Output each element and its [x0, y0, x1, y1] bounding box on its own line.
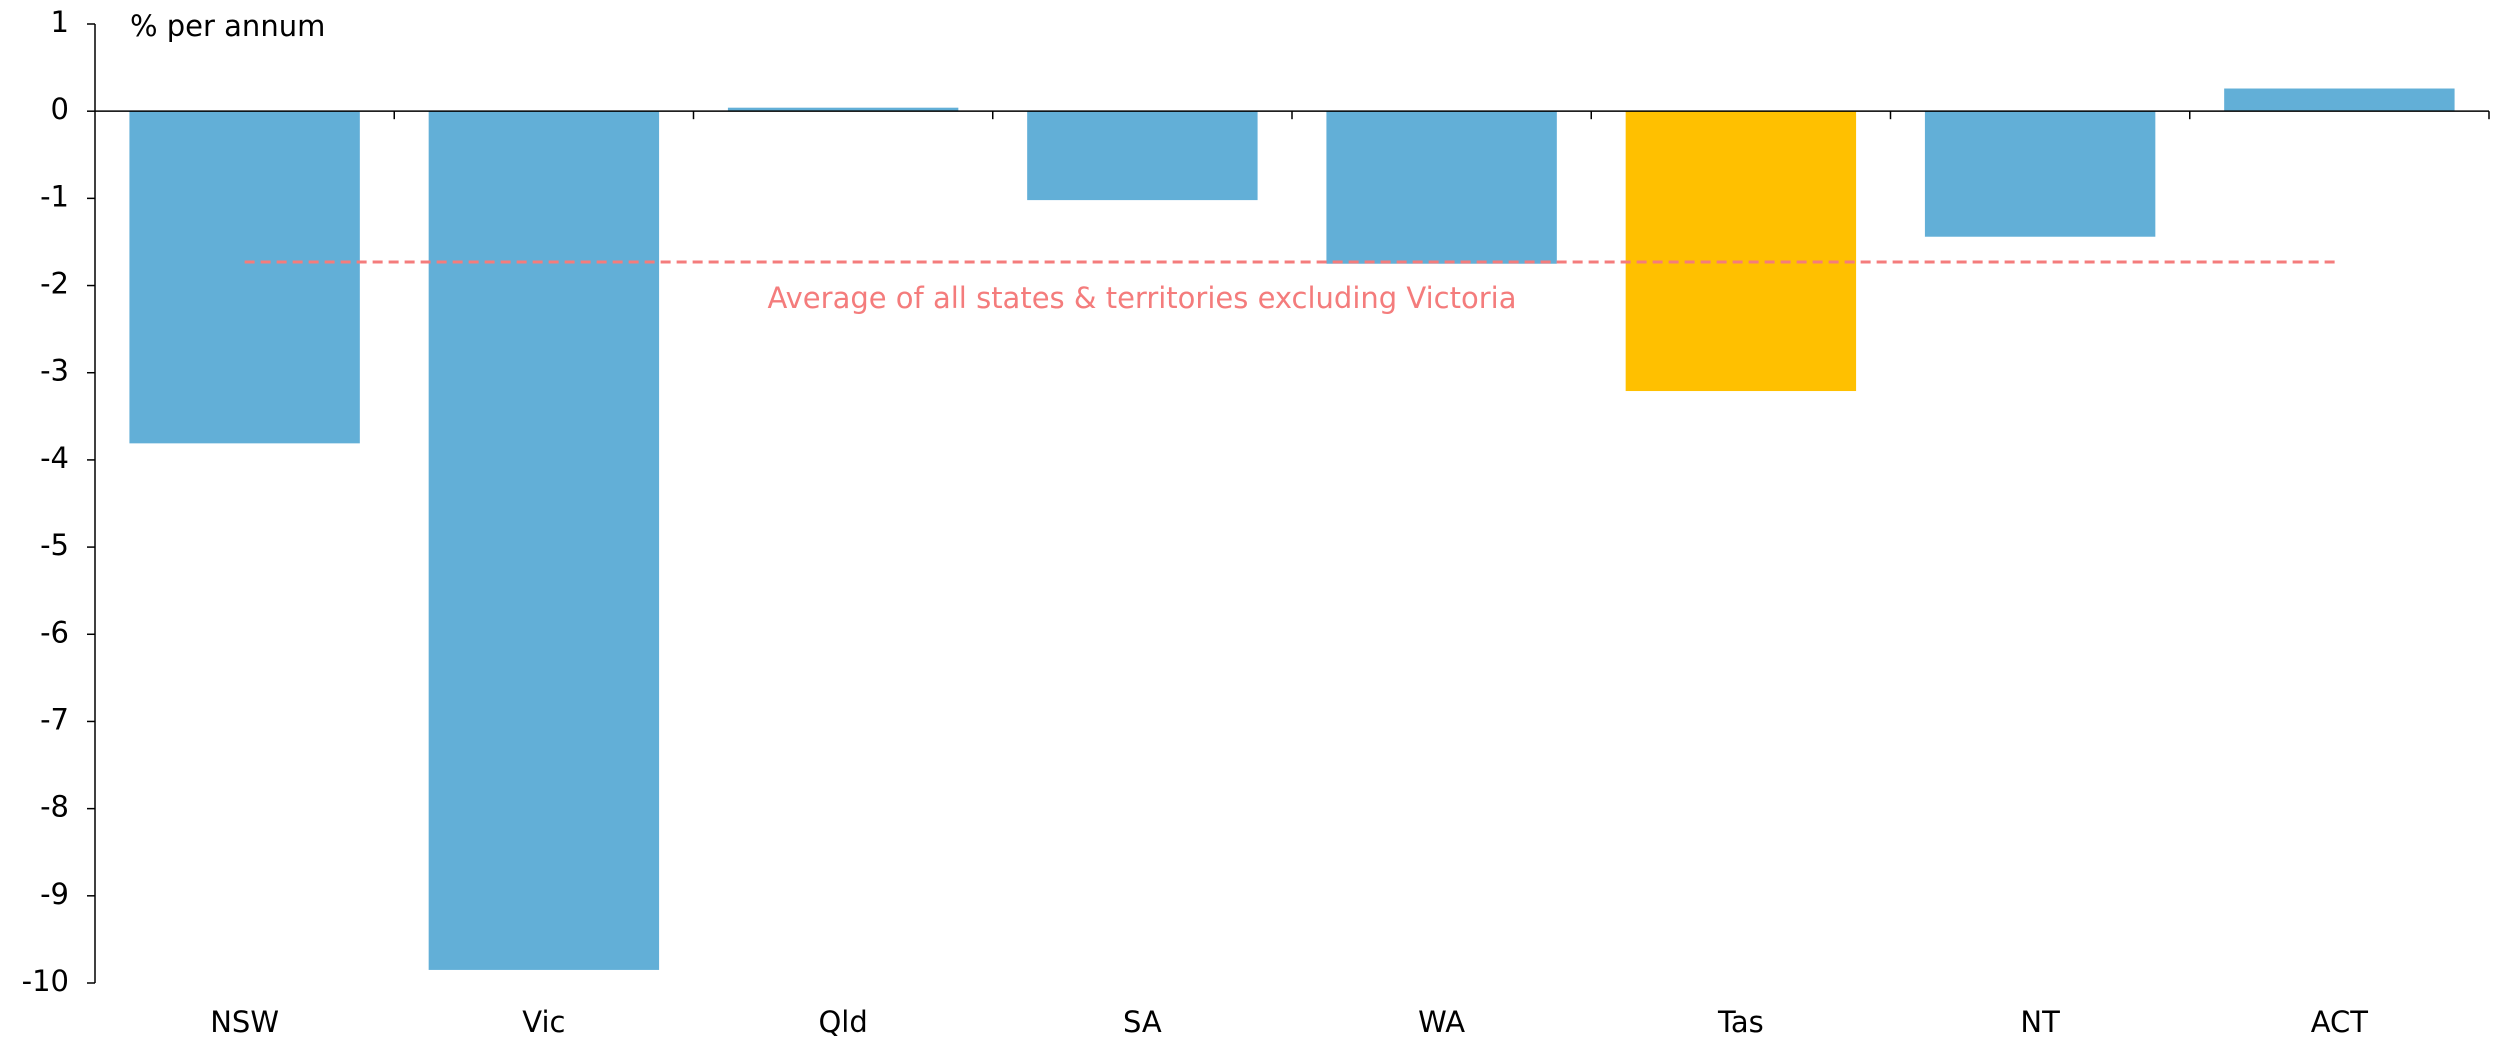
bar [428, 111, 660, 970]
bar [1625, 111, 1857, 392]
bar [1326, 111, 1557, 264]
y-tick-label: -3 [40, 354, 69, 388]
bar [1027, 111, 1258, 201]
y-tick-label: 1 [51, 5, 69, 39]
y-tick-label: -10 [22, 964, 69, 998]
y-tick-label: -2 [40, 267, 69, 301]
y-tick-label: -1 [40, 179, 69, 213]
bar [1924, 111, 2156, 237]
y-tick-label: -9 [40, 877, 69, 911]
y-tick-label: -8 [40, 790, 69, 824]
x-tick-label: SA [1123, 1005, 1162, 1039]
y-tick-label: -6 [40, 615, 69, 649]
bar [727, 107, 959, 112]
x-tick-label: Tas [1717, 1005, 1764, 1039]
x-tick-label: NT [2020, 1005, 2060, 1039]
y-tick-label: -5 [40, 528, 69, 562]
x-tick-label: Qld [818, 1005, 867, 1039]
y-axis-label: % per annum [130, 9, 325, 43]
y-tick-label: 0 [51, 92, 69, 126]
y-tick-label: -4 [40, 441, 69, 475]
bar [129, 111, 360, 444]
y-tick-label: -7 [40, 702, 69, 736]
x-tick-label: WA [1418, 1005, 1465, 1039]
bar [2224, 88, 2455, 112]
average-label: Average of all states & territories excl… [768, 281, 1517, 315]
x-tick-label: ACT [2311, 1005, 2369, 1039]
x-tick-label: NSW [210, 1005, 279, 1039]
x-tick-label: Vic [522, 1005, 565, 1039]
